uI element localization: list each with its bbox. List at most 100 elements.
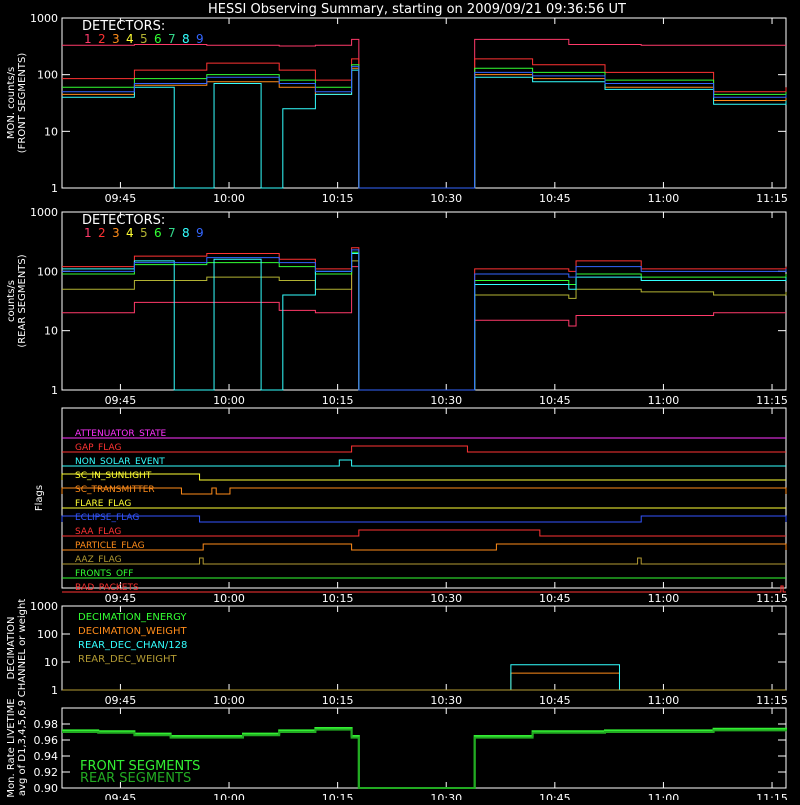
front-series-line xyxy=(62,65,787,189)
decimation-y-tick-label: 1 xyxy=(51,684,58,697)
rear-series-line xyxy=(62,252,787,391)
rear-x-tick-label: 10:00 xyxy=(213,394,245,407)
decimation-series-line xyxy=(62,672,786,691)
chart-title: HESSI Observing Summary, starting on 200… xyxy=(208,2,626,17)
flags-x-tick-label: 11:15 xyxy=(756,592,788,605)
rear-x-tick-label: 09:45 xyxy=(105,394,137,407)
rear-detector-number: 7 xyxy=(168,226,176,240)
livetime-y-axis-label: Mon. Rate LIVETIME xyxy=(6,698,17,797)
front-detector-number: 5 xyxy=(140,32,148,46)
flag-line xyxy=(61,515,787,523)
livetime-series-line xyxy=(62,727,787,789)
decimation-x-tick-label: 10:00 xyxy=(213,694,245,707)
decimation-x-tick-label: 09:45 xyxy=(105,694,137,707)
front-detectors-label: DETECTORS: xyxy=(82,19,165,34)
front-series-line xyxy=(62,69,787,189)
rear-detectors-label: DETECTORS: xyxy=(82,213,165,228)
front-x-tick-label: 11:00 xyxy=(648,192,680,205)
livetime-x-tick-label: 09:45 xyxy=(105,792,137,800)
front-detector-number: 6 xyxy=(154,32,162,46)
front-y-tick-label: 1 xyxy=(51,182,58,195)
front-x-tick-label: 10:45 xyxy=(539,192,571,205)
front-detector-number: 3 xyxy=(112,32,120,46)
rear-detector-number: 6 xyxy=(154,226,162,240)
flags-y-axis-label: Flags xyxy=(34,485,45,511)
rear-series-line xyxy=(62,247,787,391)
flag-line xyxy=(61,473,786,481)
front-series-line xyxy=(62,67,787,189)
livetime-y-tick-label: 0.98 xyxy=(34,718,59,731)
front-detector-number: 7 xyxy=(168,32,176,46)
decimation-y-tick-label: 100 xyxy=(37,628,58,641)
livetime-x-tick-label: 10:45 xyxy=(539,792,571,800)
front-x-tick-label: 11:15 xyxy=(756,192,788,205)
flags-x-tick-label: 09:45 xyxy=(105,592,137,605)
rear-detector-number: 4 xyxy=(126,226,134,240)
rear-detector-number: 1 xyxy=(84,226,92,240)
rear-x-tick-label: 11:15 xyxy=(756,394,788,407)
flags-x-tick-label: 10:30 xyxy=(430,592,462,605)
front-x-tick-label: 10:00 xyxy=(213,192,245,205)
front-y-tick-label: 10 xyxy=(44,125,58,138)
flag-line xyxy=(62,445,786,453)
livetime-y-axis-label: avg of D1,3,4,5,6,9 xyxy=(17,700,28,796)
rear-y-tick-label: 100 xyxy=(37,265,58,278)
livetime-y-tick-label: 0.96 xyxy=(34,734,59,747)
decimation-x-tick-label: 10:15 xyxy=(322,694,354,707)
rear-detector-number: 8 xyxy=(182,226,190,240)
flag-label: SC_TRANSMITTER xyxy=(75,485,155,495)
decimation-legend-item: REAR_DEC_WEIGHT xyxy=(78,654,177,665)
decimation-x-tick-label: 11:00 xyxy=(648,694,680,707)
rear-y-axis-label: counts/s xyxy=(6,280,17,322)
decimation-legend-item: REAR_DEC_CHAN/128 xyxy=(78,640,187,651)
flags-x-tick-label: 10:15 xyxy=(322,592,354,605)
flag-line xyxy=(62,557,786,565)
decimation-x-tick-label: 11:15 xyxy=(756,694,788,707)
rear-detector-number: 5 xyxy=(140,226,148,240)
decimation-y-tick-label: 10 xyxy=(44,656,58,669)
front-detector-number: 1 xyxy=(84,32,92,46)
livetime-legend-front: FRONT SEGMENTS xyxy=(80,759,200,774)
flag-label: NON_SOLAR_EVENT xyxy=(75,457,165,467)
rear-detector-number: 3 xyxy=(112,226,120,240)
decimation-x-tick-label: 10:45 xyxy=(539,694,571,707)
decimation-y-axis-label: DECIMATION xyxy=(6,616,17,679)
rear-series-line xyxy=(62,251,787,391)
front-x-tick-label: 09:45 xyxy=(105,192,137,205)
livetime-y-tick-label: 0.92 xyxy=(34,766,59,779)
flag-label: ATTENUATOR_STATE xyxy=(75,429,167,439)
rear-y-axis-label: (REAR SEGMENTS) xyxy=(17,254,28,347)
rear-detector-number: 9 xyxy=(196,226,204,240)
rear-series-line xyxy=(62,249,787,391)
rear-y-tick-label: 1 xyxy=(51,384,58,397)
flag-line xyxy=(61,487,787,495)
decimation-legend-item: DECIMATION_ENERGY xyxy=(78,612,187,623)
rear-x-tick-label: 10:45 xyxy=(539,394,571,407)
front-x-tick-label: 10:15 xyxy=(322,192,354,205)
front-y-tick-label: 100 xyxy=(37,69,58,82)
flag-line xyxy=(62,585,786,593)
front-y-axis-label: MON. counts/s xyxy=(6,67,17,139)
livetime-series-line xyxy=(62,728,787,789)
flags-x-tick-label: 11:00 xyxy=(648,592,680,605)
rear-y-tick-label: 1000 xyxy=(30,206,58,219)
livetime-y-tick-label: 0.94 xyxy=(34,750,59,763)
livetime-x-tick-label: 10:00 xyxy=(213,792,245,800)
flag-label: AAZ_FLAG xyxy=(75,555,122,565)
decimation-x-tick-label: 10:30 xyxy=(430,694,462,707)
front-y-axis-label: (FRONT SEGMENTS) xyxy=(17,53,28,154)
rear-detector-number: 2 xyxy=(98,226,106,240)
front-detector-number: 2 xyxy=(98,32,106,46)
front-detector-number: 8 xyxy=(182,32,190,46)
flag-label: FRONTS_OFF xyxy=(75,569,133,579)
rear-y-tick-label: 10 xyxy=(44,325,58,338)
flag-label: GAP_FLAG xyxy=(75,443,121,453)
front-detector-number: 4 xyxy=(126,32,134,46)
front-series-line xyxy=(62,38,786,189)
rear-x-tick-label: 10:15 xyxy=(322,394,354,407)
livetime-legend-rear: REAR SEGMENTS xyxy=(80,771,191,786)
decimation-legend-item: DECIMATION_WEIGHT xyxy=(78,626,187,637)
livetime-x-tick-label: 11:15 xyxy=(756,792,788,800)
rear-x-tick-label: 11:00 xyxy=(648,394,680,407)
flag-label: ECLIPSE_FLAG xyxy=(75,513,139,523)
